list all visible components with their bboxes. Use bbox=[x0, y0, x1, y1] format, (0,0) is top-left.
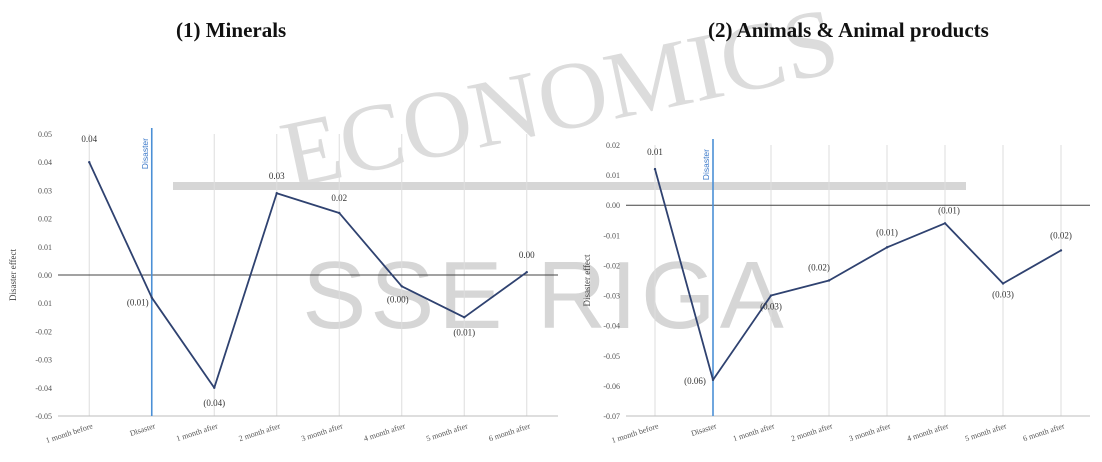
y-tick-label: 0.02 bbox=[38, 215, 52, 224]
x-tick-label: 1 month after bbox=[175, 421, 219, 443]
data-label: (0.01) bbox=[876, 227, 898, 237]
x-tick-label: 4 month after bbox=[363, 421, 407, 443]
x-tick-label: 4 month after bbox=[906, 421, 950, 443]
data-label: (0.00) bbox=[387, 294, 409, 304]
data-point bbox=[885, 246, 889, 249]
data-point bbox=[711, 378, 715, 382]
data-label: (0.02) bbox=[1050, 230, 1072, 240]
y-tick-label: 0.00 bbox=[38, 271, 52, 280]
y-tick-label: -0.04 bbox=[603, 322, 620, 331]
data-point bbox=[150, 296, 153, 299]
y-tick-label: 0.02 bbox=[606, 141, 620, 150]
data-label: (0.03) bbox=[760, 302, 782, 312]
y-tick-label: 0.00 bbox=[606, 201, 620, 210]
series-line bbox=[88, 161, 528, 389]
data-point bbox=[1059, 249, 1063, 252]
y-axis-label: Disaster effect bbox=[582, 254, 592, 307]
data-point bbox=[213, 386, 216, 389]
y-tick-label: 0.05 bbox=[38, 130, 52, 139]
x-tick-label: 2 month after bbox=[790, 421, 834, 443]
x-tick-label: 6 month after bbox=[1022, 421, 1066, 443]
y-tick-label: -0.03 bbox=[603, 292, 620, 301]
x-tick-label: 5 month after bbox=[964, 421, 1008, 443]
data-point bbox=[827, 279, 831, 282]
data-point bbox=[525, 270, 528, 274]
data-label: 0.04 bbox=[81, 134, 97, 144]
x-tick-label: 5 month after bbox=[425, 421, 469, 443]
data-label: 0.00 bbox=[519, 250, 535, 260]
x-tick-label: 1 month before bbox=[45, 421, 95, 445]
data-label: 0.03 bbox=[269, 171, 285, 181]
x-tick-label: 3 month after bbox=[848, 421, 892, 443]
y-tick-label: -0.05 bbox=[35, 412, 52, 421]
data-point bbox=[88, 161, 91, 164]
x-tick-label: 1 month after bbox=[732, 421, 776, 443]
x-tick-label: 6 month after bbox=[488, 421, 532, 443]
panel-title-minerals: (1) Minerals bbox=[176, 18, 287, 42]
data-label: (0.01) bbox=[453, 327, 475, 337]
data-point bbox=[275, 192, 278, 195]
y-axis-label: Disaster effect bbox=[8, 248, 18, 301]
data-label: 0.01 bbox=[647, 147, 663, 157]
disaster-label: Disaster bbox=[140, 138, 150, 169]
x-tick-label: Disaster bbox=[690, 421, 718, 438]
data-point bbox=[653, 167, 657, 171]
watermark-bar bbox=[173, 182, 966, 190]
y-tick-label: 0.04 bbox=[38, 158, 52, 167]
data-point bbox=[1001, 282, 1005, 285]
y-tick-label: 0.01 bbox=[38, 243, 52, 252]
data-point bbox=[769, 294, 773, 297]
y-tick-label: -0.02 bbox=[603, 261, 620, 270]
disaster-label: Disaster bbox=[701, 149, 711, 180]
y-tick-label: -0.05 bbox=[603, 352, 620, 361]
data-label: 0.02 bbox=[331, 193, 347, 203]
data-label: (0.06) bbox=[684, 376, 706, 386]
y-tick-label: -0.04 bbox=[35, 384, 52, 393]
y-tick-label: -0.07 bbox=[603, 412, 620, 421]
x-tick-label: Disaster bbox=[129, 421, 157, 438]
panel-title-animals: (2) Animals & Animal products bbox=[708, 18, 989, 42]
y-tick-label: 0.01 bbox=[606, 171, 620, 180]
data-label: (0.04) bbox=[203, 398, 225, 408]
y-tick-label: -0.03 bbox=[35, 356, 52, 365]
data-label: (0.01) bbox=[938, 205, 960, 215]
x-tick-label: 2 month after bbox=[238, 421, 282, 443]
x-tick-label: 3 month after bbox=[300, 421, 344, 443]
y-tick-label: -0.06 bbox=[603, 382, 620, 391]
data-label: (0.03) bbox=[992, 290, 1014, 300]
x-tick-label: 1 month before bbox=[610, 421, 660, 445]
y-tick-label: -0.01 bbox=[603, 231, 620, 240]
y-tick-label: -0.02 bbox=[35, 327, 52, 336]
data-point bbox=[400, 285, 403, 288]
watermark-text-bottom: SSE RIGA bbox=[302, 242, 787, 349]
data-label: (0.02) bbox=[808, 263, 830, 273]
data-point bbox=[943, 222, 947, 225]
chart-animals: 0.02 0.01 0.00 -0.01 -0.02 -0.03 -0.04 -0.05 -0.… bbox=[582, 139, 1090, 445]
chart-minerals: 0.05 0.04 0.03 0.02 0.01 0.00 0.01 -0.02 -0.03 -0… bbox=[8, 128, 558, 445]
data-point bbox=[338, 211, 341, 215]
y-tick-label: 0.03 bbox=[38, 186, 52, 195]
data-label: (0.01) bbox=[127, 298, 149, 308]
data-point bbox=[463, 316, 466, 319]
y-tick-label: 0.01 bbox=[38, 299, 52, 308]
series-line bbox=[654, 168, 1062, 381]
